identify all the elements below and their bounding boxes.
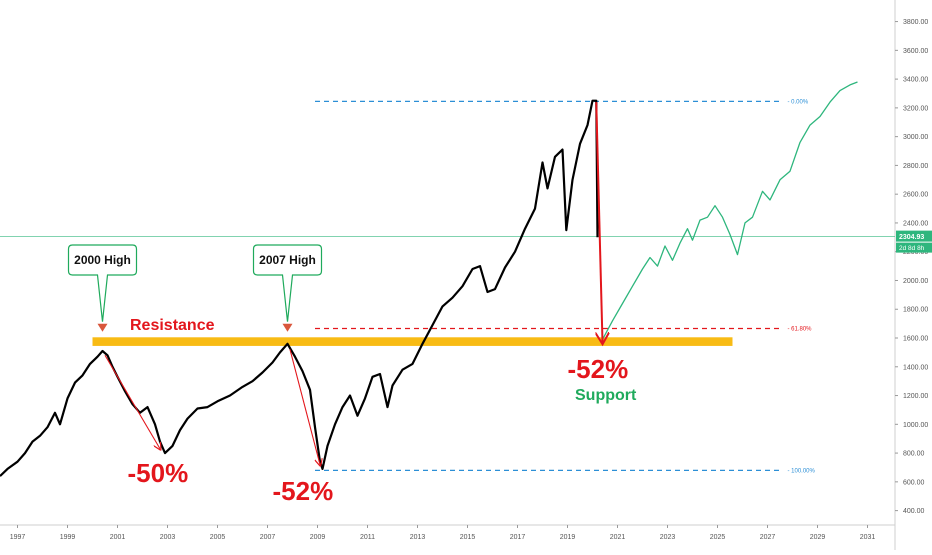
current-price-countdown-tag <box>896 242 932 253</box>
high-marker-arrow <box>97 323 108 332</box>
y-tick-label: 3000.00 <box>903 134 928 141</box>
y-tick-label: 2400.00 <box>903 220 928 227</box>
x-tick-label: 2009 <box>310 534 326 541</box>
x-tick-label: 2001 <box>110 534 126 541</box>
y-tick-label: 3800.00 <box>903 19 928 26</box>
y-tick-label: 3600.00 <box>903 48 928 55</box>
y-tick-label: 1600.00 <box>903 336 928 343</box>
callout-box <box>252 244 323 322</box>
y-tick-label: 1200.00 <box>903 393 928 400</box>
resistance-band <box>92 337 733 346</box>
x-tick-label: 2007 <box>260 534 276 541</box>
drop-arrow <box>596 102 602 342</box>
resistance-label: Resistance <box>130 317 215 334</box>
callout: 2000 High <box>67 244 138 332</box>
drop-label: -52% <box>568 354 629 384</box>
y-tick-label: 2200.00 <box>903 249 928 256</box>
series-group <box>0 81 858 477</box>
drop-label: -52% <box>273 476 334 506</box>
y-tick-label: 2800.00 <box>903 163 928 170</box>
current-price-label: 2304.93 <box>899 234 924 241</box>
fib-level-label: - 0.00% <box>788 99 809 105</box>
x-tick-label: 2021 <box>610 534 626 541</box>
y-tick-label: 3200.00 <box>903 105 928 112</box>
y-tick-label: 2600.00 <box>903 192 928 199</box>
x-tick-label: 2003 <box>160 534 176 541</box>
y-tick-label: 800.00 <box>903 451 925 458</box>
callout: 2007 High <box>252 244 323 332</box>
x-tick-label: 2013 <box>410 534 426 541</box>
x-tick-label: 2025 <box>710 534 726 541</box>
x-tick-label: 2011 <box>360 534 375 541</box>
x-tick-label: 1997 <box>10 534 26 541</box>
projection-series-line <box>601 81 858 340</box>
x-tick-label: 2019 <box>560 534 576 541</box>
x-tick-label: 2027 <box>760 534 776 541</box>
y-tick-label: 400.00 <box>903 508 925 515</box>
levels: 2304.93 2d 8d 8h - 0.00% - 61.80% - 100.00% <box>0 99 932 474</box>
current-price-tag <box>896 230 932 242</box>
y-tick-label: 1000.00 <box>903 422 928 429</box>
x-tick-label: 2005 <box>210 534 226 541</box>
callout-box <box>67 244 138 322</box>
price-series-line <box>0 99 599 477</box>
x-tick-label: 2029 <box>810 534 826 541</box>
y-tick-label: 600.00 <box>903 479 925 486</box>
fib-level-label: - 100.00% <box>788 468 816 474</box>
annotations-group: -50% -52% -52% Resistance Support 2000 High 20… <box>67 102 637 506</box>
x-tick-label: 2017 <box>510 534 526 541</box>
y-tick-label: 2000.00 <box>903 278 928 285</box>
drop-arrow <box>289 349 320 465</box>
drop-arrow <box>104 354 160 448</box>
resistance-band-group <box>92 337 733 346</box>
y-tick-label: 1800.00 <box>903 307 928 314</box>
high-marker-arrow <box>282 323 293 332</box>
x-tick-label: 2031 <box>860 534 876 541</box>
callout-label: 2007 High <box>259 253 316 267</box>
x-tick-label: 2015 <box>460 534 476 541</box>
current-price-countdown: 2d 8d 8h <box>899 245 925 252</box>
y-tick-label: 3400.00 <box>903 77 928 84</box>
y-tick-label: 1400.00 <box>903 364 928 371</box>
drop-label: -50% <box>128 458 189 488</box>
x-tick-label: 1999 <box>60 534 76 541</box>
x-tick-label: 2023 <box>660 534 676 541</box>
fib-level-label: - 61.80% <box>788 327 813 333</box>
callout-label: 2000 High <box>74 253 131 267</box>
support-label: Support <box>575 387 637 404</box>
